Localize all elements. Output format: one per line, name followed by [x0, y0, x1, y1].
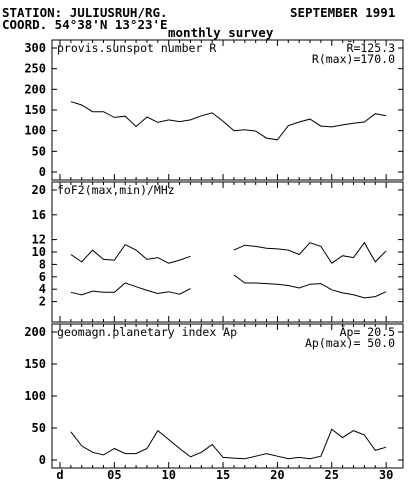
panel-annotation: Āp= 20.5 — [340, 325, 395, 339]
y-tick-label: 0 — [39, 453, 46, 467]
panel-title: provis.sunspot number R — [57, 41, 216, 55]
y-tick-label: 100 — [24, 124, 46, 138]
x-tick-label: 20 — [270, 468, 284, 480]
panel-frame — [51, 181, 404, 323]
y-tick-label: 50 — [32, 144, 46, 158]
y-tick-label: 250 — [24, 62, 46, 76]
x-tick-label: 15 — [216, 468, 230, 480]
series-line-max — [70, 243, 191, 264]
series-line-min — [233, 274, 387, 299]
y-tick-label: 300 — [24, 41, 46, 55]
x-tick-label: d — [56, 468, 63, 480]
y-tick-label: 4 — [39, 282, 46, 296]
panel-annotation: Ap(max)= 50.0 — [305, 336, 395, 350]
month-label: SEPTEMBER 1991 — [290, 5, 396, 20]
x-tick-label: 25 — [325, 468, 339, 480]
y-tick-label: 200 — [24, 82, 46, 96]
y-tick-label: 2 — [39, 295, 46, 309]
series-line-main — [70, 428, 387, 460]
y-tick-label: 12 — [32, 233, 46, 247]
y-tick-label: 16 — [32, 208, 46, 222]
y-tick-label: 200 — [24, 325, 46, 339]
x-tick-label: 05 — [107, 468, 121, 480]
y-tick-label: 6 — [39, 270, 46, 284]
y-tick-label: 0 — [39, 165, 46, 179]
station-label: STATION: JULIUSRUH/RG. — [2, 5, 168, 20]
survey-label: monthly survey — [168, 25, 274, 40]
x-tick-label: 10 — [161, 468, 175, 480]
panel-title: foF2(max,min)/MHz — [57, 183, 175, 197]
y-tick-label: 10 — [32, 245, 46, 259]
y-tick-label: 100 — [24, 389, 46, 403]
series-line-max — [233, 241, 387, 264]
series-line-min — [70, 282, 191, 296]
x-tick-label: 30 — [379, 468, 393, 480]
y-tick-label: 20 — [32, 183, 46, 197]
y-tick-label: 150 — [24, 357, 46, 371]
panel-annotation: R̄=125.3 — [347, 41, 396, 55]
panel-title: geomagn.planetary index Ap — [57, 325, 237, 339]
series-line-main — [70, 101, 387, 141]
panel-annotation: R(max)=170.0 — [312, 52, 395, 66]
y-tick-label: 150 — [24, 103, 46, 117]
y-tick-label: 8 — [39, 257, 46, 271]
coord-label: COORD. 54°38'N 13°23'E — [2, 17, 168, 32]
y-tick-label: 50 — [32, 421, 46, 435]
